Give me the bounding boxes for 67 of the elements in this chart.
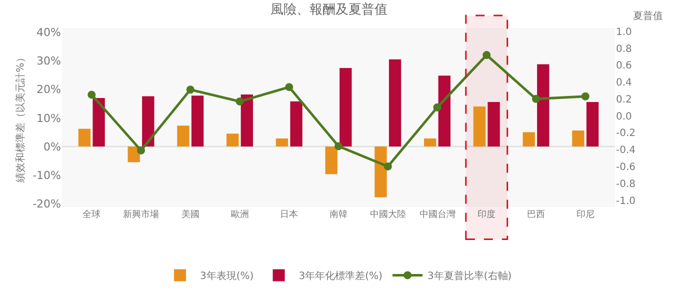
y-tick-label: 0% bbox=[44, 140, 61, 154]
bar bbox=[340, 68, 352, 146]
y2-tick-label: 0.4 bbox=[616, 78, 632, 89]
point bbox=[581, 92, 590, 100]
legend-label: 3年年化標準差(%) bbox=[298, 270, 383, 282]
x-tick-label: 日本 bbox=[280, 209, 298, 220]
bar bbox=[473, 106, 486, 146]
bar bbox=[226, 134, 239, 146]
x-tick-label: 新興市場 bbox=[123, 209, 159, 220]
y2-tick-label: -0.4 bbox=[616, 145, 636, 156]
y2-tick-label: -0.6 bbox=[616, 162, 636, 173]
bar bbox=[142, 96, 154, 146]
point bbox=[334, 142, 342, 150]
legend-label: 3年夏普比率(右軸) bbox=[428, 270, 512, 282]
y-axis-title: 績效和標準差（以美元計%） bbox=[14, 52, 27, 184]
bar bbox=[388, 59, 402, 146]
x-tick-label: 美國 bbox=[181, 209, 200, 220]
x-tick-label: 印度 bbox=[478, 209, 496, 220]
bar bbox=[522, 132, 535, 146]
point bbox=[236, 97, 244, 106]
x-tick-label: 歐洲 bbox=[230, 209, 249, 220]
point bbox=[285, 83, 294, 92]
bar bbox=[488, 102, 500, 146]
x-tick-label: 中國台灣 bbox=[419, 209, 456, 220]
y2-tick-label: 0.0 bbox=[616, 111, 632, 122]
chart-title: 風險、報酬及夏普值 bbox=[270, 2, 388, 18]
point bbox=[482, 51, 491, 60]
bar bbox=[374, 146, 387, 198]
bar bbox=[276, 138, 288, 146]
y-tick-label: 10% bbox=[36, 112, 61, 125]
y-tick-label: 20% bbox=[36, 83, 61, 96]
y-tick-label: -20% bbox=[32, 197, 61, 210]
x-tick-label: 南韓 bbox=[330, 209, 348, 220]
x-tick-label: 中國大陸 bbox=[370, 209, 406, 220]
legend-label: 3年表現(%) bbox=[200, 270, 254, 282]
point bbox=[384, 162, 392, 170]
y2-tick-label: -1.0 bbox=[616, 196, 636, 207]
bar bbox=[92, 98, 105, 146]
y-tick-label: -10% bbox=[32, 168, 61, 182]
y2-axis-title: 夏普值 bbox=[633, 10, 663, 22]
x-tick-label: 印尼 bbox=[576, 209, 594, 220]
point bbox=[433, 103, 442, 112]
bar bbox=[177, 126, 190, 146]
bar bbox=[537, 64, 550, 146]
point bbox=[186, 86, 194, 94]
bar bbox=[572, 130, 584, 146]
bar bbox=[290, 101, 302, 146]
point bbox=[137, 146, 145, 154]
point bbox=[88, 90, 96, 99]
y2-tick-label: 0.6 bbox=[616, 60, 632, 72]
bar bbox=[78, 128, 91, 146]
y2-tick-label: 0.8 bbox=[616, 44, 632, 55]
y-tick-label: 30% bbox=[36, 54, 61, 68]
point bbox=[532, 94, 540, 103]
bar bbox=[424, 138, 436, 146]
bar bbox=[240, 94, 253, 146]
y2-tick-label: 1.0 bbox=[616, 26, 632, 38]
y2-tick-label: -0.2 bbox=[616, 128, 636, 140]
bar bbox=[191, 96, 204, 146]
y2-tick-label: -0.8 bbox=[616, 178, 636, 190]
bar bbox=[325, 146, 338, 174]
bar bbox=[438, 76, 450, 146]
y2-tick-label: 0.2 bbox=[616, 94, 632, 106]
x-tick-label: 全球 bbox=[82, 209, 101, 220]
bar bbox=[586, 102, 599, 146]
x-tick-label: 巴西 bbox=[527, 210, 545, 220]
y-tick-label: 40% bbox=[36, 26, 61, 40]
